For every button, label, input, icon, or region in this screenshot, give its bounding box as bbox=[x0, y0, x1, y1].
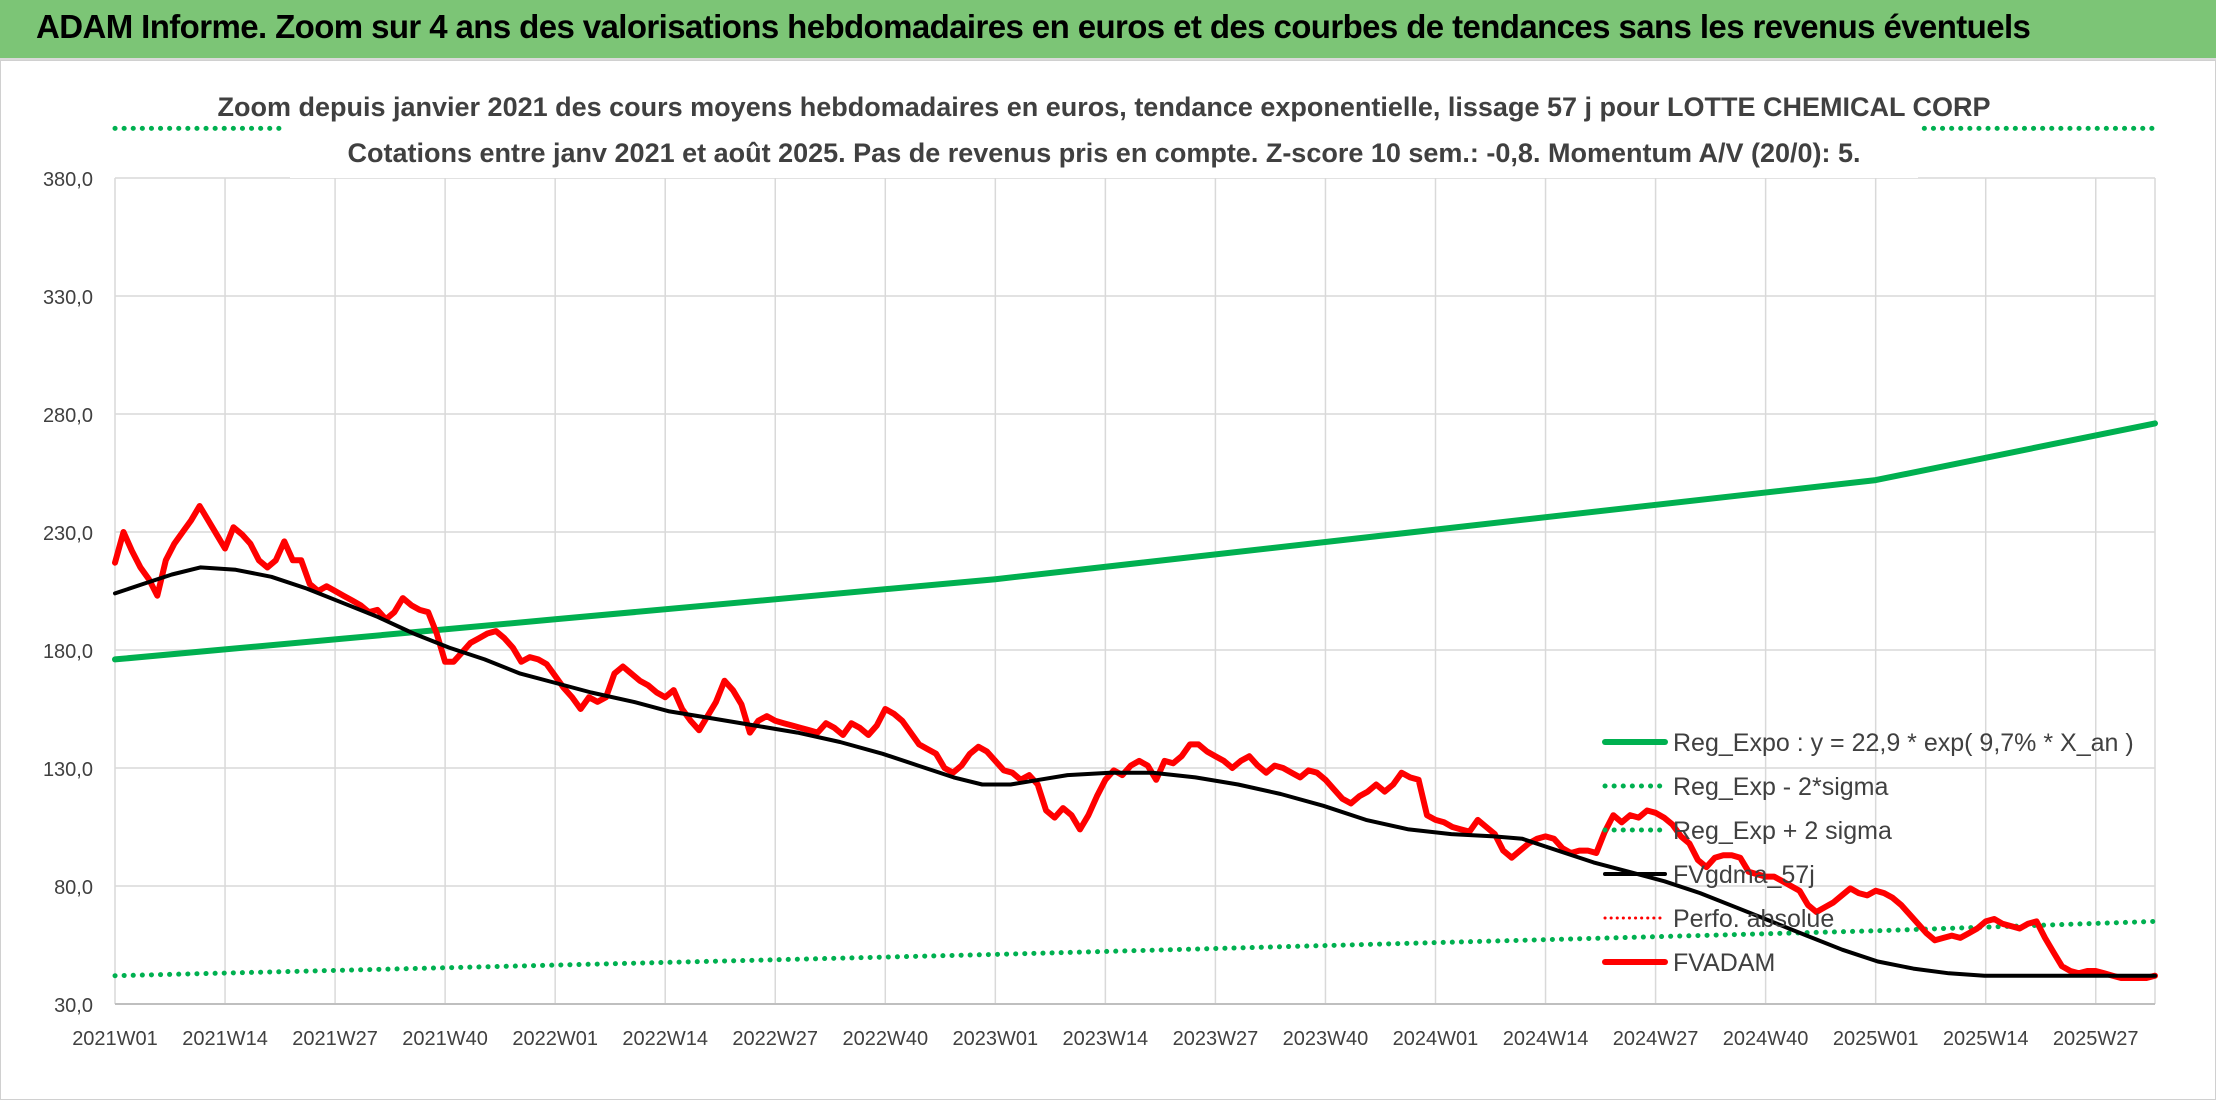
page-title: ADAM Informe. Zoom sur 4 ans des valoris… bbox=[36, 8, 2031, 45]
y-tick-label: 230,0 bbox=[43, 523, 93, 545]
title-background bbox=[290, 86, 1918, 178]
chart-title: Zoom depuis janvier 2021 des cours moyen… bbox=[218, 92, 1991, 122]
series-line-fvadam bbox=[112, 503, 2158, 981]
x-axis: 2021W01 2021W14 2021W27 2021W40 2022W01 2022W… bbox=[72, 1028, 2138, 1050]
series-line-reg_expo bbox=[112, 420, 2158, 663]
x-tick-label: 2021W01 bbox=[72, 1028, 158, 1050]
x-tick-label: 2024W40 bbox=[1723, 1028, 1809, 1050]
x-tick-label: 2023W40 bbox=[1283, 1028, 1369, 1050]
y-tick-label: 330,0 bbox=[43, 287, 93, 309]
y-axis: 30,0 80,0 130,0 180,0 230,0 280,0 330,0 380,0 bbox=[43, 169, 93, 1017]
x-tick-label: 2024W27 bbox=[1613, 1028, 1699, 1050]
y-tick-label: 280,0 bbox=[43, 405, 93, 427]
x-tick-label: 2024W01 bbox=[1393, 1028, 1479, 1050]
x-tick-label: 2025W14 bbox=[1943, 1028, 2029, 1050]
y-tick-label: 380,0 bbox=[43, 169, 93, 191]
chart-grid bbox=[114, 177, 2156, 1005]
chart-titles: Zoom depuis janvier 2021 des cours moyen… bbox=[218, 86, 1991, 178]
series-line-fvgdma bbox=[113, 565, 2157, 978]
y-tick-label: 30,0 bbox=[54, 995, 93, 1017]
x-tick-label: 2024W14 bbox=[1503, 1028, 1589, 1050]
y-tick-label: 180,0 bbox=[43, 641, 93, 663]
x-tick-label: 2021W27 bbox=[292, 1028, 378, 1050]
x-tick-label: 2025W01 bbox=[1833, 1028, 1919, 1050]
x-tick-label: 2025W27 bbox=[2053, 1028, 2139, 1050]
x-tick-label: 2022W27 bbox=[732, 1028, 818, 1050]
x-tick-label: 2023W27 bbox=[1173, 1028, 1259, 1050]
legend-label-perfo: Perfo. absolue bbox=[1673, 905, 1834, 933]
series-line-reg_minus bbox=[112, 918, 2158, 979]
header-bar: ADAM Informe. Zoom sur 4 ans des valoris… bbox=[0, 0, 2216, 60]
y-tick-label: 130,0 bbox=[43, 759, 93, 781]
legend-label-reg_minus: Reg_Exp - 2*sigma bbox=[1673, 773, 1888, 801]
legend-label-fvadam: FVADAM bbox=[1673, 949, 1775, 977]
x-tick-label: 2022W01 bbox=[512, 1028, 598, 1050]
x-tick-label: 2021W14 bbox=[182, 1028, 268, 1050]
x-tick-label: 2023W14 bbox=[1063, 1028, 1149, 1050]
x-tick-label: 2021W40 bbox=[402, 1028, 488, 1050]
legend-label-reg_expo: Reg_Expo : y = 22,9 * exp( 9,7% * X_an ) bbox=[1673, 729, 2134, 757]
legend: Reg_Expo : y = 22,9 * exp( 9,7% * X_an )… bbox=[1602, 729, 2134, 977]
chart-series bbox=[112, 125, 2158, 981]
x-tick-label: 2022W14 bbox=[622, 1028, 708, 1050]
y-tick-label: 80,0 bbox=[54, 877, 93, 899]
chart-subtitle: Cotations entre janv 2021 et août 2025. … bbox=[347, 138, 1860, 168]
legend-label-reg_plus: Reg_Exp + 2 sigma bbox=[1673, 817, 1892, 845]
legend-label-fvgdma: FVgdma_57j bbox=[1673, 861, 1815, 889]
x-tick-label: 2022W40 bbox=[842, 1028, 928, 1050]
x-tick-label: 2023W01 bbox=[953, 1028, 1039, 1050]
